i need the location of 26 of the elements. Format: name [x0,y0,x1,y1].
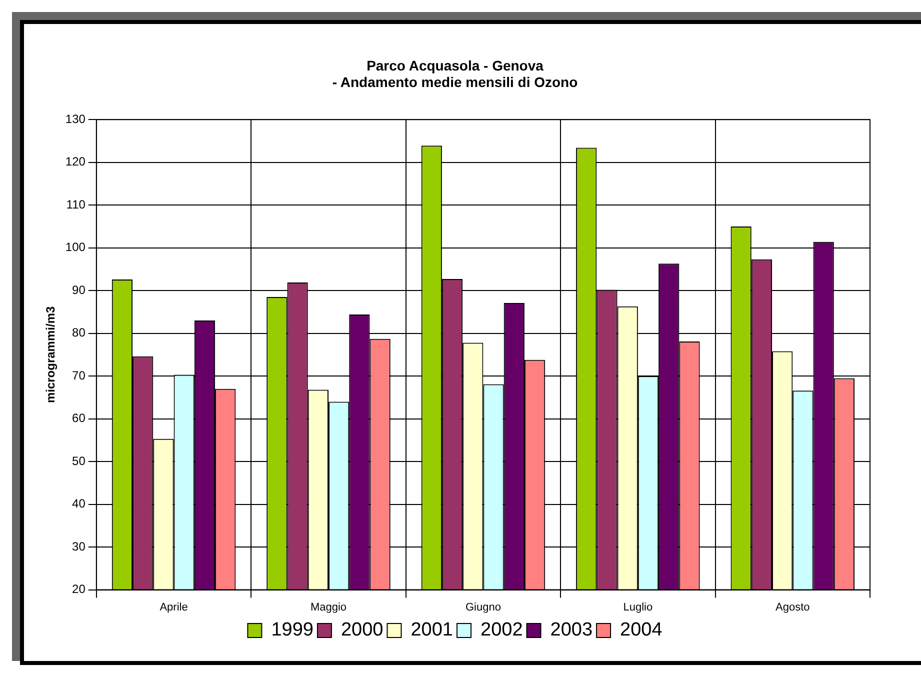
x-tick-label: Maggio [310,601,347,614]
y-tick-label: 30 [72,539,86,554]
y-tick-label: 20 [72,582,86,596]
y-tick-label: 90 [72,282,86,297]
legend-label: 2001 [410,620,454,641]
legend-label: 2002 [480,620,523,641]
y-tick-label: 100 [65,240,86,254]
text: - Andamento medie mensili di Ozono [332,74,578,90]
x-tick-label: Giugno [465,601,501,614]
y-tick-label: 130 [65,112,86,126]
legend-label: 2003 [550,620,593,641]
y-tick-label: 60 [72,411,86,426]
text: Parco Acquasola - Genova [366,57,544,74]
y-tick-label: 40 [72,496,86,511]
y-tick-label: 80 [72,326,86,340]
legend-label: 1999 [271,620,314,641]
x-tick-label: Aprile [160,601,188,614]
x-tick-label: Agosto [776,601,810,614]
y-tick-label: 110 [66,197,86,212]
y-axis-title: microgrammi/m3 [44,306,58,404]
y-tick-label: 50 [72,454,86,468]
y-tick-label: 70 [72,368,86,382]
legend-label: 2004 [620,620,663,641]
y-tick-label: 120 [65,154,86,169]
x-tick-label: Luglio [623,601,653,614]
legend-label: 2000 [340,620,384,641]
